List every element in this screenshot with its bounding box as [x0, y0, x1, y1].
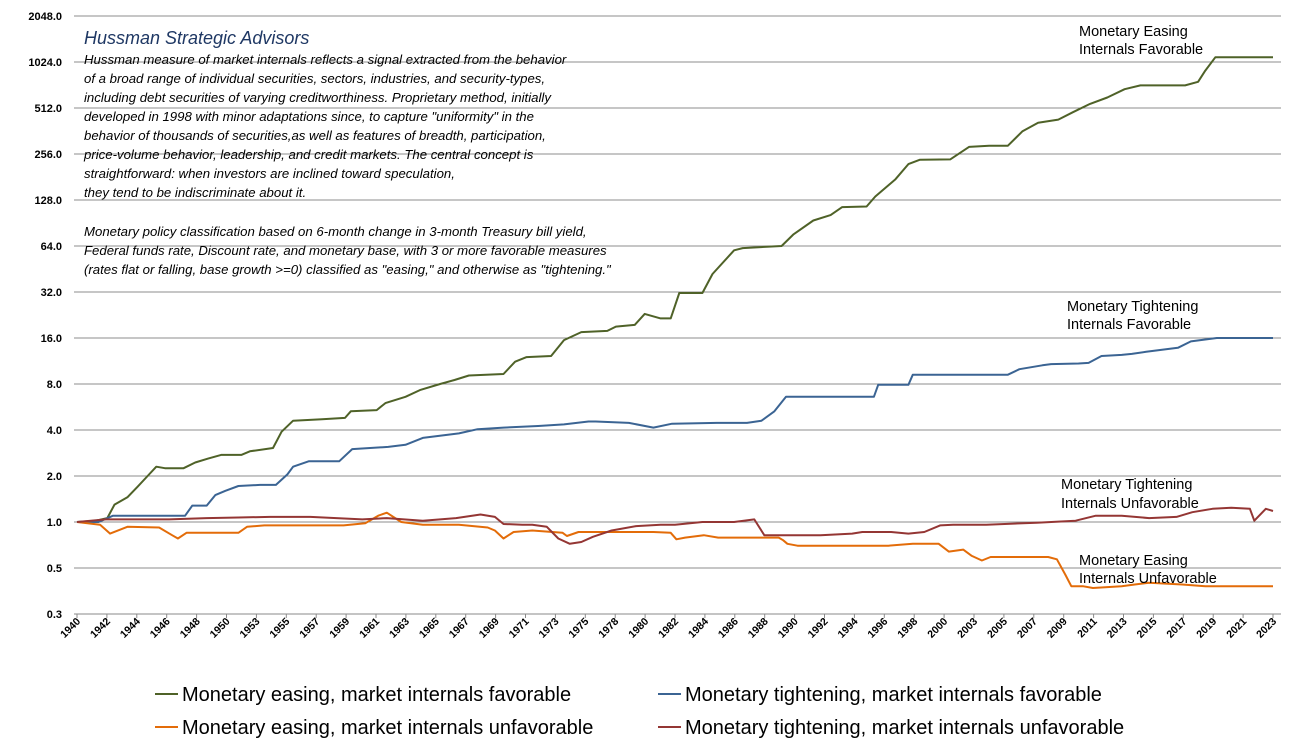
series-label-tightening-favorable: Monetary Tightening	[1067, 299, 1198, 315]
annotation-block: Hussman Strategic Advisors Hussman measu…	[83, 28, 612, 277]
series-label-easing-favorable: Internals Favorable	[1079, 42, 1203, 58]
annotation-line: of a broad range of individual securitie…	[84, 71, 545, 86]
legend-item-tightening-favorable: Monetary tightening, market internals fa…	[658, 684, 1102, 706]
series-line-easing-favorable	[76, 56, 1273, 523]
series-label-easing-favorable: Monetary Easing	[1079, 24, 1188, 40]
series-lines	[76, 56, 1274, 589]
legend-label: Monetary tightening, market internals un…	[685, 717, 1124, 739]
y-tick-label: 8.0	[47, 379, 62, 391]
y-tick-label: 512.0	[34, 103, 62, 115]
series-label-easing-unfavorable: Monetary Easing	[1079, 553, 1188, 569]
legend-label: Monetary easing, market internals unfavo…	[182, 717, 593, 739]
series-line-tightening-unfavorable	[76, 506, 1274, 545]
series-label-tightening-favorable: Internals Favorable	[1067, 317, 1191, 333]
y-tick-label: 4.0	[47, 425, 62, 437]
y-tick-label: 1.0	[47, 517, 62, 529]
y-tick-label: 256.0	[34, 149, 62, 161]
series-label-tightening-unfavorable: Monetary Tightening	[1061, 477, 1192, 493]
annotation-line: they tend to be indiscriminate about it.	[84, 185, 306, 200]
annotation-line: Hussman measure of market internals refl…	[84, 52, 567, 67]
annotation-line: straightforward: when investors are incl…	[84, 166, 455, 181]
legend: Monetary easing, market internals favora…	[155, 684, 1124, 739]
legend-item-easing-favorable: Monetary easing, market internals favora…	[155, 684, 571, 706]
series-labels: Monetary Easing Internals Favorable Mone…	[1061, 24, 1217, 587]
y-tick-label: 0.3	[47, 609, 62, 621]
annotation-line: behavior of thousands of securities,as w…	[84, 128, 546, 143]
annotation-line: Monetary policy classification based on …	[84, 224, 587, 239]
annotation-line: (rates flat or falling, base growth >=0)…	[84, 262, 612, 277]
y-axis: 2048.0 1024.0 512.0 256.0 128.0 64.0 32.0 16.0 8…	[28, 11, 62, 621]
annotation-line: including debt securities of varying cre…	[84, 90, 552, 105]
annotation-line: Federal funds rate, Discount rate, and m…	[84, 243, 607, 258]
y-tick-label: 64.0	[41, 241, 62, 253]
y-tick-label: 32.0	[41, 287, 62, 299]
y-tick-label: 128.0	[34, 195, 62, 207]
legend-item-easing-unfavorable: Monetary easing, market internals unfavo…	[155, 717, 593, 739]
series-line-easing-unfavorable	[76, 511, 1273, 589]
series-label-tightening-unfavorable: Internals Unfavorable	[1061, 496, 1199, 512]
legend-label: Monetary easing, market internals favora…	[182, 684, 571, 706]
y-tick-label: 1024.0	[28, 57, 62, 69]
y-tick-label: 16.0	[41, 333, 62, 345]
legend-label: Monetary tightening, market internals fa…	[685, 684, 1102, 706]
annotation-title: Hussman Strategic Advisors	[84, 28, 309, 48]
y-tick-label: 0.5	[47, 563, 62, 575]
series-line-tightening-favorable	[77, 337, 1273, 523]
annotation-line: developed in 1998 with minor adaptations…	[84, 109, 534, 124]
y-tick-label: 2.0	[47, 471, 62, 483]
legend-item-tightening-unfavorable: Monetary tightening, market internals un…	[658, 717, 1124, 739]
y-tick-label: 2048.0	[28, 11, 62, 23]
annotation-line: price-volume behavior, leadership, and c…	[83, 147, 534, 162]
series-label-easing-unfavorable: Internals Unfavorable	[1079, 571, 1217, 587]
